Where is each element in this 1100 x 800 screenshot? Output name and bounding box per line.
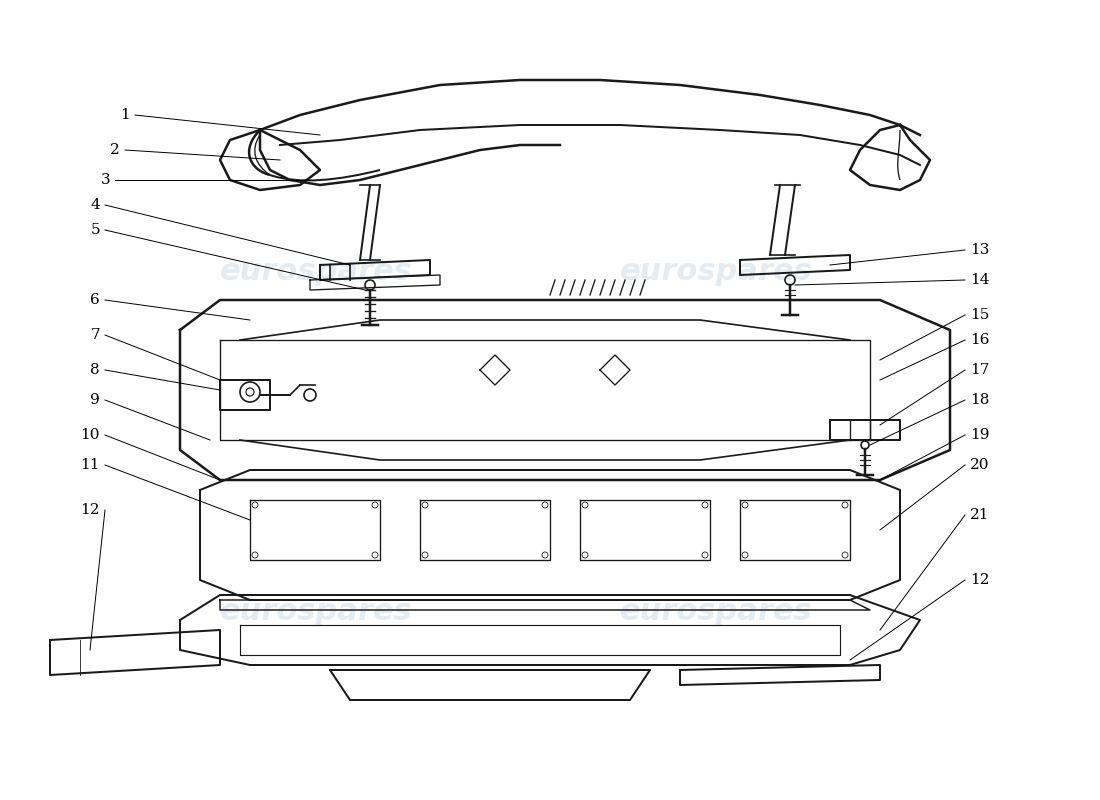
Text: 17: 17 — [970, 363, 989, 377]
Text: 20: 20 — [970, 458, 990, 472]
Text: eurospares: eurospares — [220, 597, 412, 626]
Text: 1: 1 — [120, 108, 130, 122]
Text: 16: 16 — [970, 333, 990, 347]
Text: 19: 19 — [970, 428, 990, 442]
Text: 3: 3 — [100, 173, 110, 187]
Text: 13: 13 — [970, 243, 989, 257]
Text: 6: 6 — [90, 293, 100, 307]
Text: 8: 8 — [90, 363, 100, 377]
Text: 7: 7 — [90, 328, 100, 342]
Text: 12: 12 — [80, 503, 100, 517]
Text: 14: 14 — [970, 273, 990, 287]
Text: 21: 21 — [970, 508, 990, 522]
Text: 9: 9 — [90, 393, 100, 407]
Text: eurospares: eurospares — [620, 257, 813, 286]
Text: 4: 4 — [90, 198, 100, 212]
Text: 18: 18 — [970, 393, 989, 407]
Text: 10: 10 — [80, 428, 100, 442]
Text: eurospares: eurospares — [220, 257, 412, 286]
Text: 15: 15 — [970, 308, 989, 322]
Text: 12: 12 — [970, 573, 990, 587]
Text: 5: 5 — [90, 223, 100, 237]
Text: 11: 11 — [80, 458, 100, 472]
Text: eurospares: eurospares — [620, 597, 813, 626]
Text: 2: 2 — [110, 143, 120, 157]
